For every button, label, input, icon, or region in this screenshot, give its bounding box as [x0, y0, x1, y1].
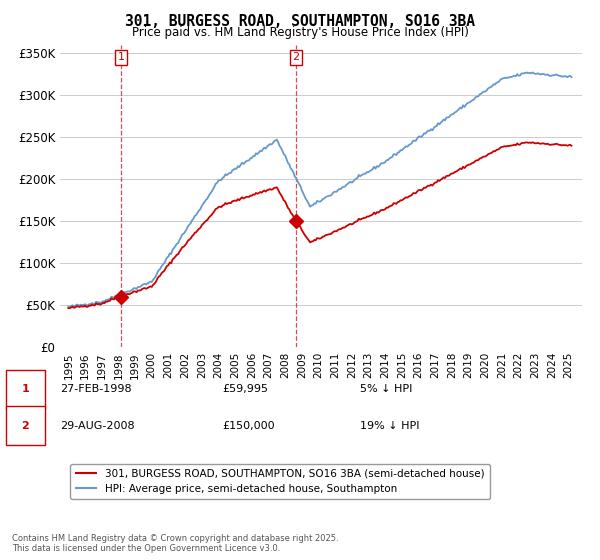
Text: £150,000: £150,000: [222, 421, 275, 431]
Text: Contains HM Land Registry data © Crown copyright and database right 2025.
This d: Contains HM Land Registry data © Crown c…: [12, 534, 338, 553]
Text: 1: 1: [22, 384, 29, 394]
Text: 5% ↓ HPI: 5% ↓ HPI: [360, 384, 412, 394]
Text: 301, BURGESS ROAD, SOUTHAMPTON, SO16 3BA: 301, BURGESS ROAD, SOUTHAMPTON, SO16 3BA: [125, 14, 475, 29]
Text: 2: 2: [293, 52, 300, 62]
Legend: 301, BURGESS ROAD, SOUTHAMPTON, SO16 3BA (semi-detached house), HPI: Average pri: 301, BURGESS ROAD, SOUTHAMPTON, SO16 3BA…: [70, 464, 490, 499]
Text: 29-AUG-2008: 29-AUG-2008: [60, 421, 134, 431]
Text: £59,995: £59,995: [222, 384, 268, 394]
Text: 19% ↓ HPI: 19% ↓ HPI: [360, 421, 419, 431]
Text: 2: 2: [22, 421, 29, 431]
Text: Price paid vs. HM Land Registry's House Price Index (HPI): Price paid vs. HM Land Registry's House …: [131, 26, 469, 39]
Text: 1: 1: [118, 52, 124, 62]
Text: 27-FEB-1998: 27-FEB-1998: [60, 384, 131, 394]
